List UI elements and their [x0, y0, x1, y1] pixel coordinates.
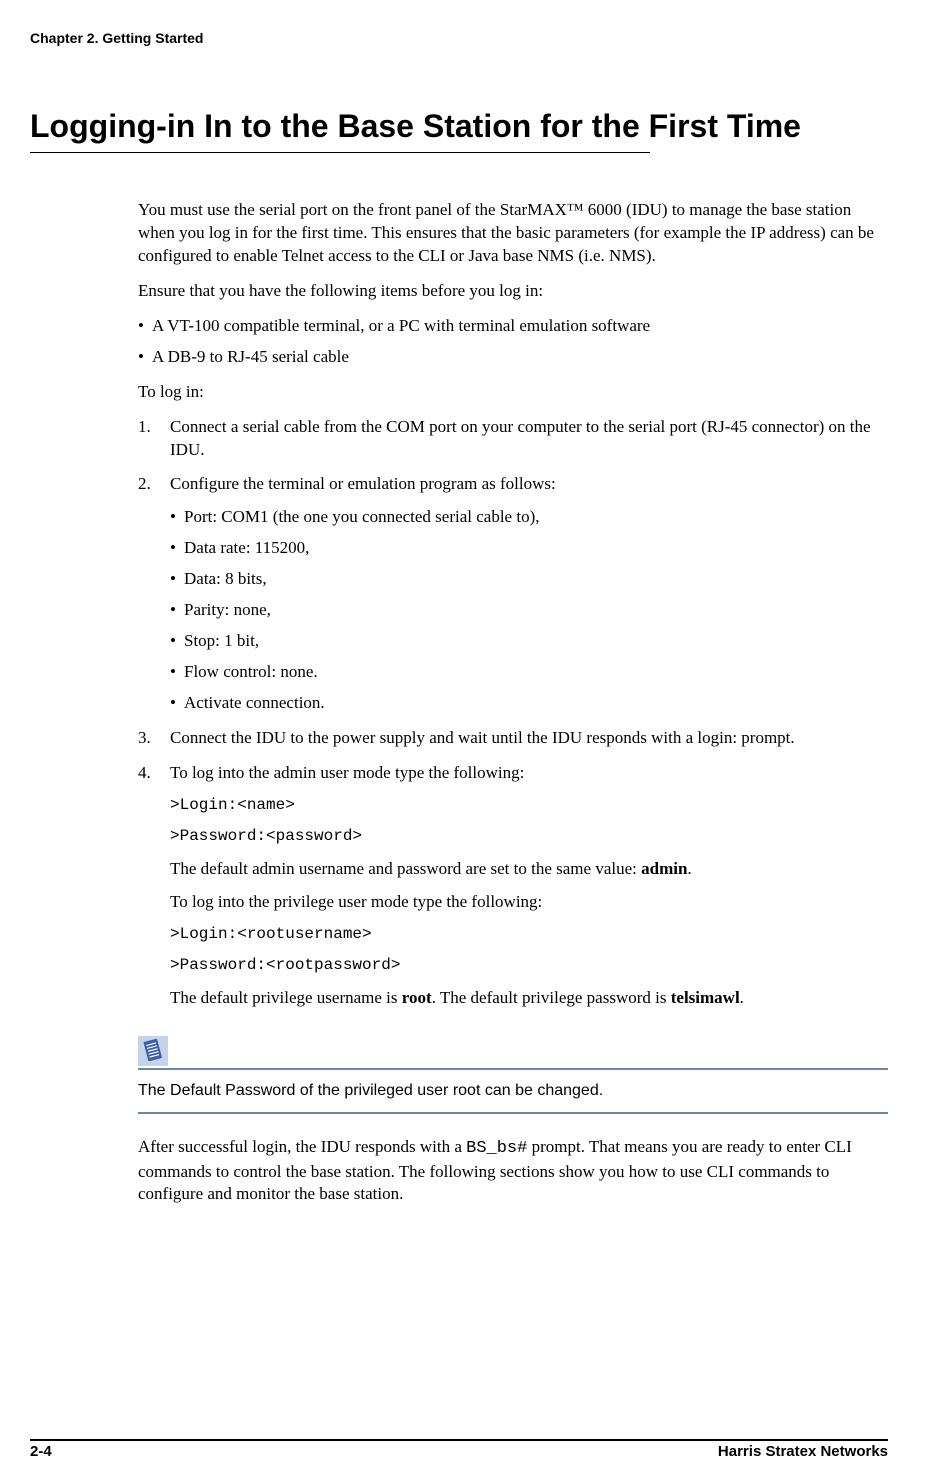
list-item: Stop: 1 bit, — [170, 630, 888, 653]
text-run: The default privilege username is — [170, 988, 402, 1007]
running-header: Chapter 2. Getting Started — [30, 30, 888, 46]
note-rule-bottom — [138, 1112, 888, 1114]
body-content: You must use the serial port on the fron… — [138, 199, 888, 1206]
list-item: A DB-9 to RJ-45 serial cable — [138, 346, 888, 369]
root-password: telsimawl — [671, 988, 740, 1007]
admin-note: The default admin username and password … — [170, 858, 888, 881]
step-text: To log into the admin user mode type the… — [170, 762, 888, 785]
text-run: . — [740, 988, 744, 1007]
publisher-name: Harris Stratex Networks — [718, 1443, 888, 1460]
step-3: Connect the IDU to the power supply and … — [138, 727, 888, 750]
list-item: Data rate: 115200, — [170, 537, 888, 560]
step-4: To log into the admin user mode type the… — [138, 762, 888, 1010]
title-underline — [30, 152, 650, 153]
intro-paragraph-1: You must use the serial port on the fron… — [138, 199, 888, 268]
list-item: Parity: none, — [170, 599, 888, 622]
step-text: Connect a serial cable from the COM port… — [170, 416, 888, 462]
step-text: Configure the terminal or emulation prog… — [170, 473, 888, 496]
admin-value: admin — [641, 859, 687, 878]
step-1: Connect a serial cable from the COM port… — [138, 416, 888, 462]
footer-row: 2-4 Harris Stratex Networks — [30, 1443, 888, 1460]
page-number: 2-4 — [30, 1443, 52, 1460]
list-item: Activate connection. — [170, 692, 888, 715]
step-2: Configure the terminal or emulation prog… — [138, 473, 888, 715]
note-text: The Default Password of the privileged u… — [138, 1080, 888, 1102]
code-line: >Login:<rootusername> — [170, 924, 888, 946]
text-run: . — [687, 859, 691, 878]
code-line: >Password:<password> — [170, 826, 888, 848]
intro-paragraph-2: Ensure that you have the following items… — [138, 280, 888, 303]
list-item: Port: COM1 (the one you connected serial… — [170, 506, 888, 529]
priv-note: The default privilege username is root. … — [170, 987, 888, 1010]
closing-paragraph: After successful login, the IDU responds… — [138, 1136, 888, 1207]
note-block: The Default Password of the privileged u… — [138, 1036, 888, 1114]
to-log-in-label: To log in: — [138, 381, 888, 404]
prompt-literal: BS_bs# — [466, 1139, 527, 1158]
text-run: . The default privilege password is — [432, 988, 671, 1007]
text-run: After successful login, the IDU responds… — [138, 1137, 466, 1156]
page-title: Logging-in In to the Base Station for th… — [30, 106, 888, 146]
step-text: Connect the IDU to the power supply and … — [170, 727, 888, 750]
text-run: The default admin username and password … — [170, 859, 641, 878]
root-username: root — [402, 988, 432, 1007]
note-icon — [138, 1036, 168, 1066]
page-footer: 2-4 Harris Stratex Networks — [30, 1439, 888, 1460]
prereq-list: A VT-100 compatible terminal, or a PC wi… — [138, 315, 888, 369]
document-page: Chapter 2. Getting Started Logging-in In… — [0, 0, 938, 1484]
list-item: Flow control: none. — [170, 661, 888, 684]
list-item: Data: 8 bits, — [170, 568, 888, 591]
procedure-list: Connect a serial cable from the COM port… — [138, 416, 888, 1010]
code-line: >Login:<name> — [170, 795, 888, 817]
footer-rule — [30, 1439, 888, 1441]
list-item: A VT-100 compatible terminal, or a PC wi… — [138, 315, 888, 338]
note-rule-top — [138, 1068, 888, 1070]
priv-lead: To log into the privilege user mode type… — [170, 891, 888, 914]
code-line: >Password:<rootpassword> — [170, 955, 888, 977]
terminal-settings-list: Port: COM1 (the one you connected serial… — [170, 506, 888, 715]
